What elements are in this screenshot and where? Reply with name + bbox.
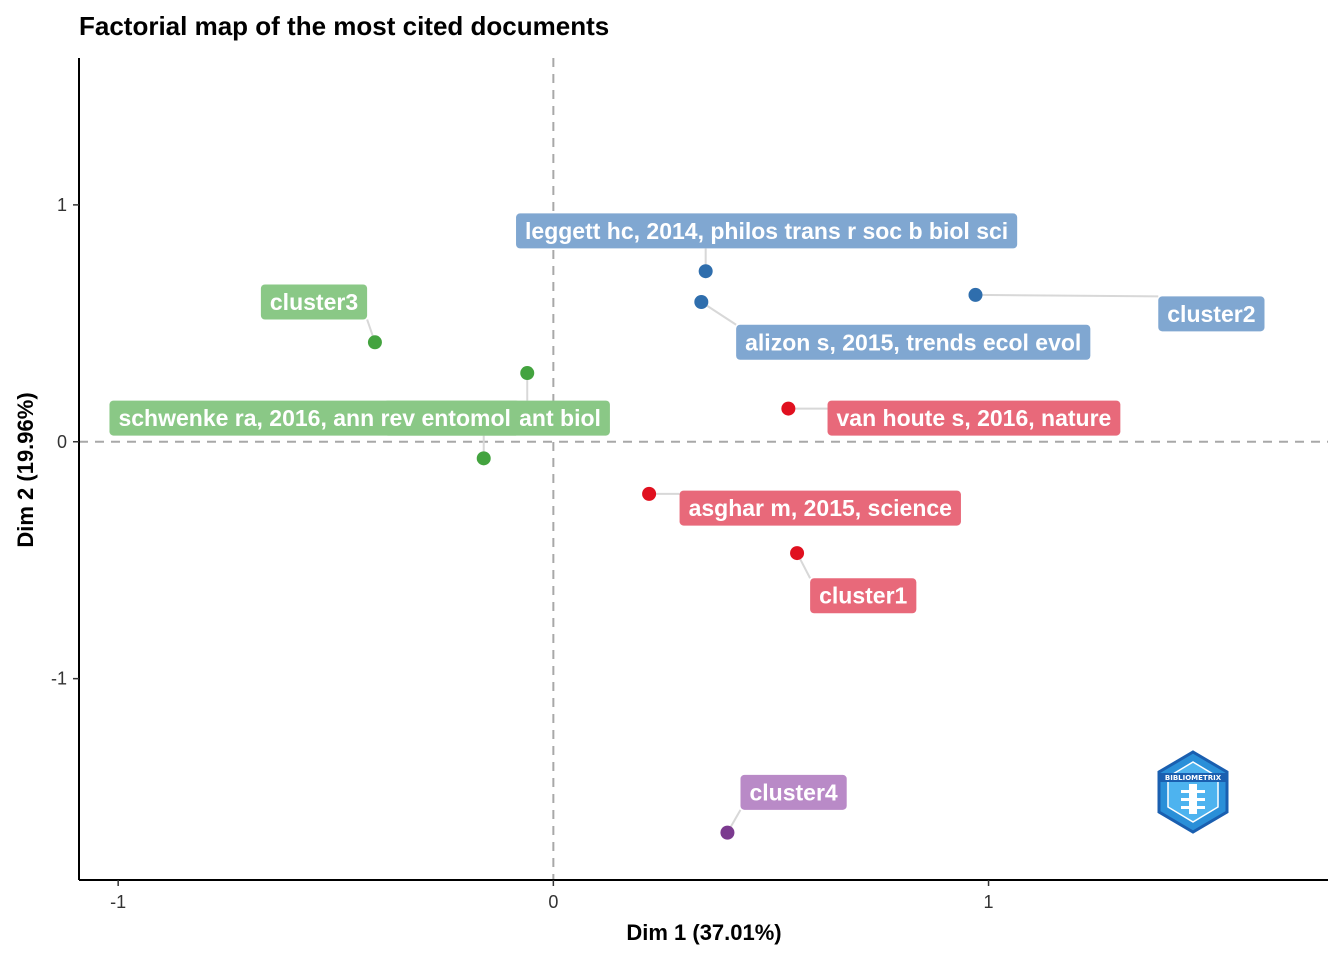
label-box-cluster1 xyxy=(810,578,917,614)
x-tick-label: -1 xyxy=(110,892,126,912)
point-label: cluster2 xyxy=(1167,301,1255,327)
point-label: cluster1 xyxy=(819,583,907,609)
point-cluster1 xyxy=(642,486,657,501)
point-label: leggett hc, 2014, philos trans r soc b b… xyxy=(525,218,1008,244)
point-label: schwenke ra, 2016, ann rev entomol xyxy=(118,405,510,431)
point-cluster2 xyxy=(694,294,709,309)
point-cluster1 xyxy=(781,401,796,416)
label-box-cluster3 xyxy=(109,400,520,436)
label-box-cluster2 xyxy=(1158,296,1265,332)
point-cluster3 xyxy=(520,366,535,381)
y-tick-label: 1 xyxy=(57,195,67,215)
bibliometrix-logo: BIBLIOMETRIX xyxy=(1157,750,1229,834)
label-box-cluster4 xyxy=(740,774,847,810)
chart-title: Factorial map of the most cited document… xyxy=(79,11,609,41)
point-cluster4 xyxy=(720,825,735,840)
label-box-cluster2 xyxy=(516,213,1018,249)
label-box-cluster1 xyxy=(827,400,1121,436)
y-tick-label: -1 xyxy=(51,669,67,689)
reference-lines xyxy=(79,58,1328,880)
point-label: cluster3 xyxy=(270,289,358,315)
label-box-cluster2 xyxy=(736,324,1091,360)
point-cluster3 xyxy=(367,335,382,350)
point-cluster3 xyxy=(476,451,491,466)
point-cluster2 xyxy=(698,264,713,279)
point-cluster2 xyxy=(968,287,983,302)
label-box-cluster1 xyxy=(679,490,961,526)
x-tick-label: 1 xyxy=(984,892,994,912)
point-label: alizon s, 2015, trends ecol evol xyxy=(745,329,1081,355)
x-axis-title: Dim 1 (37.01%) xyxy=(626,920,781,945)
point-labels: leggett hc, 2014, philos trans r soc b b… xyxy=(109,213,1265,810)
label-box-cluster3 xyxy=(260,284,368,320)
y-tick-label: 0 xyxy=(57,432,67,452)
axes: -1 0 1 -1 0 1 xyxy=(51,58,1328,912)
point-label: asghar m, 2015, science xyxy=(689,495,952,521)
point-label: cluster4 xyxy=(749,779,837,805)
data-points xyxy=(367,264,983,840)
point-cluster1 xyxy=(790,546,805,561)
y-axis-title: Dim 2 (19.96%) xyxy=(13,392,38,547)
x-tick-label: 0 xyxy=(548,892,558,912)
leader-line xyxy=(975,293,1159,298)
point-label: van houte s, 2016, nature xyxy=(837,405,1112,431)
svg-text:BIBLIOMETRIX: BIBLIOMETRIX xyxy=(1165,774,1222,782)
